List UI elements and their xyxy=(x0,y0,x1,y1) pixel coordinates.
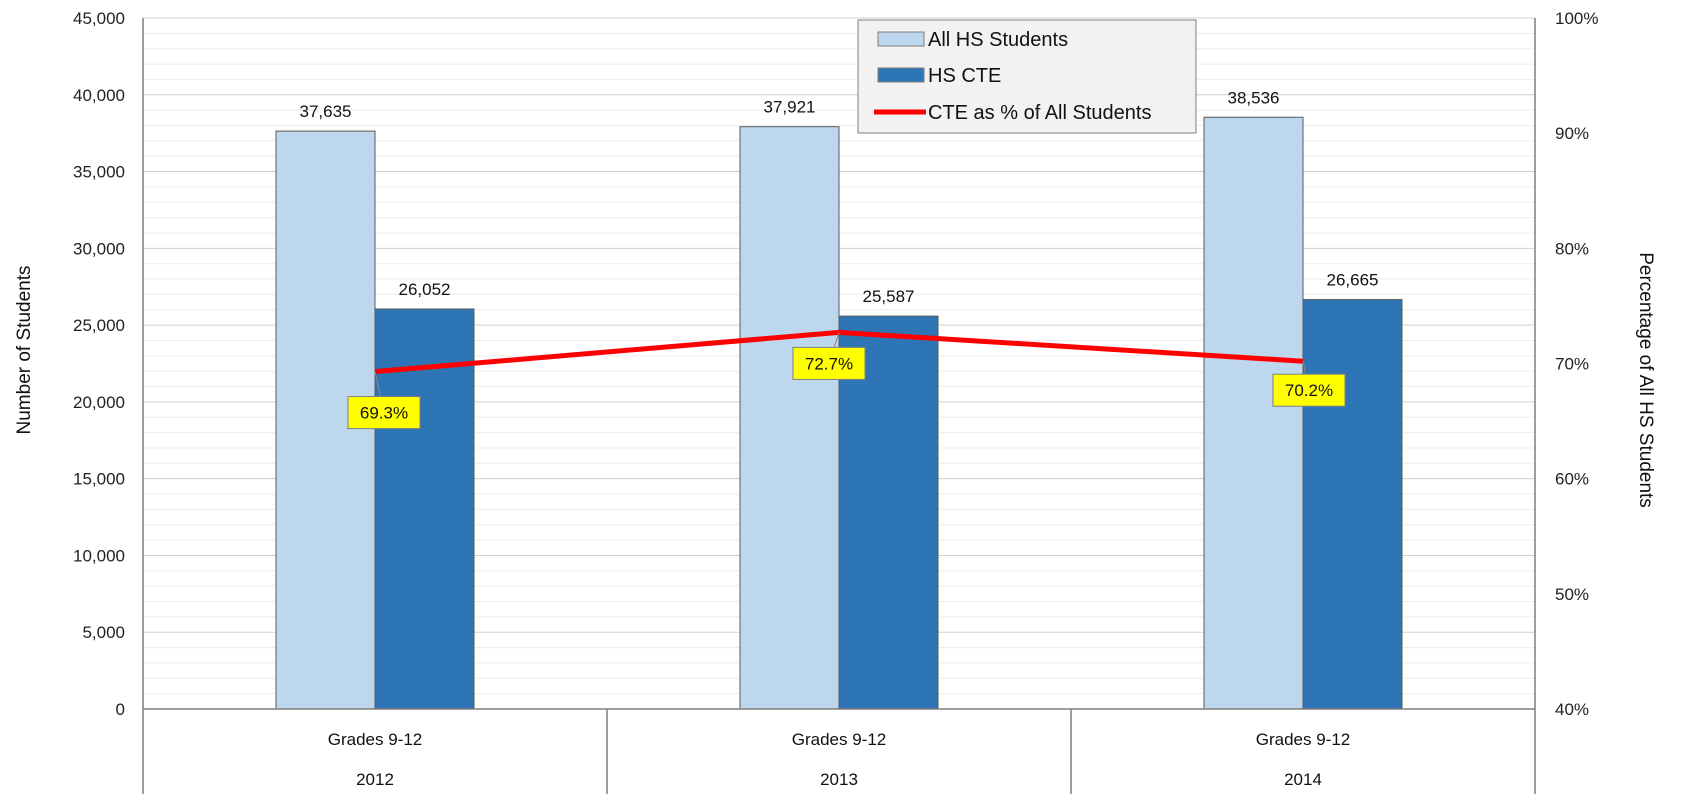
category-axis: Grades 9-12 2012 Grades 9-12 2013 Grades 9-1… xyxy=(142,709,1536,794)
category-label: Grades 9-12 xyxy=(1256,730,1351,749)
bars xyxy=(275,116,1403,710)
percentage-data-label: 70.2% xyxy=(1285,381,1333,400)
legend-label-hs-cte: HS CTE xyxy=(928,65,1001,87)
axes xyxy=(142,18,1536,710)
bar-data-label: 26,665 xyxy=(1327,271,1379,290)
y-tick-label: 15,000 xyxy=(73,470,125,489)
legend-label-cte-percentage: CTE as % of All Students xyxy=(928,102,1151,124)
y2-tick-label: 70% xyxy=(1555,355,1589,374)
category-label: Grades 9-12 xyxy=(328,730,423,749)
y-tick-label: 40,000 xyxy=(73,86,125,105)
bar-data-labels: 37,635 26,052 37,921 25,587 38,536 26,665 xyxy=(300,88,1379,306)
percentage-labels: 69.3% 72.7% 70.2% xyxy=(347,332,1346,430)
percentage-label-box xyxy=(792,346,866,380)
percentage-data-label: 72.7% xyxy=(805,354,853,373)
y-tick-label: 25,000 xyxy=(73,316,125,335)
y2-tick-label: 90% xyxy=(1555,124,1589,143)
y-tick-label: 0 xyxy=(116,700,125,719)
legend-label-all-hs-students: All HS Students xyxy=(928,29,1068,51)
bar-all-hs-students xyxy=(739,126,840,710)
bar-data-label: 25,587 xyxy=(863,287,915,306)
y2-tick-label: 60% xyxy=(1555,470,1589,489)
bar-data-label: 38,536 xyxy=(1228,88,1280,107)
category-group-label: 2013 xyxy=(820,770,858,789)
bar-data-label: 37,635 xyxy=(300,102,352,121)
bar-data-label: 26,052 xyxy=(399,280,451,299)
y2-tick-label: 50% xyxy=(1555,585,1589,604)
y-tick-label: 30,000 xyxy=(73,239,125,258)
bar-hs-cte xyxy=(838,315,939,710)
bar-all-hs-students xyxy=(1203,116,1304,710)
y-tick-label: 35,000 xyxy=(73,163,125,182)
bar-hs-cte xyxy=(1302,299,1403,710)
legend: All HS Students HS CTE CTE as % of All S… xyxy=(857,19,1197,134)
y2-axis-ticks: 40% 50% 60% 70% 80% 90% 100% xyxy=(1555,9,1598,719)
y2-tick-label: 40% xyxy=(1555,700,1589,719)
y2-tick-label: 100% xyxy=(1555,9,1598,28)
y2-tick-label: 80% xyxy=(1555,239,1589,258)
y-tick-label: 10,000 xyxy=(73,546,125,565)
legend-swatch-all-hs-students xyxy=(877,31,925,47)
category-label: Grades 9-12 xyxy=(792,730,887,749)
percentage-label-box xyxy=(347,396,421,430)
bar-hs-cte xyxy=(374,308,475,710)
y-axis-ticks: 0 5,000 10,000 15,000 20,000 25,000 30,000 35,0… xyxy=(73,9,125,719)
y-tick-label: 5,000 xyxy=(82,623,125,642)
y-tick-label: 20,000 xyxy=(73,393,125,412)
y-axis-title: Number of Students xyxy=(14,266,35,435)
category-group-label: 2014 xyxy=(1284,770,1322,789)
percentage-label-box xyxy=(1272,373,1346,407)
category-group-label: 2012 xyxy=(356,770,394,789)
legend-swatch-hs-cte xyxy=(877,67,925,83)
y-tick-label: 45,000 xyxy=(73,9,125,28)
y2-axis-title: Percentage of All HS Students xyxy=(1635,252,1656,508)
bar-data-label: 37,921 xyxy=(764,98,816,117)
percentage-data-label: 69.3% xyxy=(360,404,408,423)
